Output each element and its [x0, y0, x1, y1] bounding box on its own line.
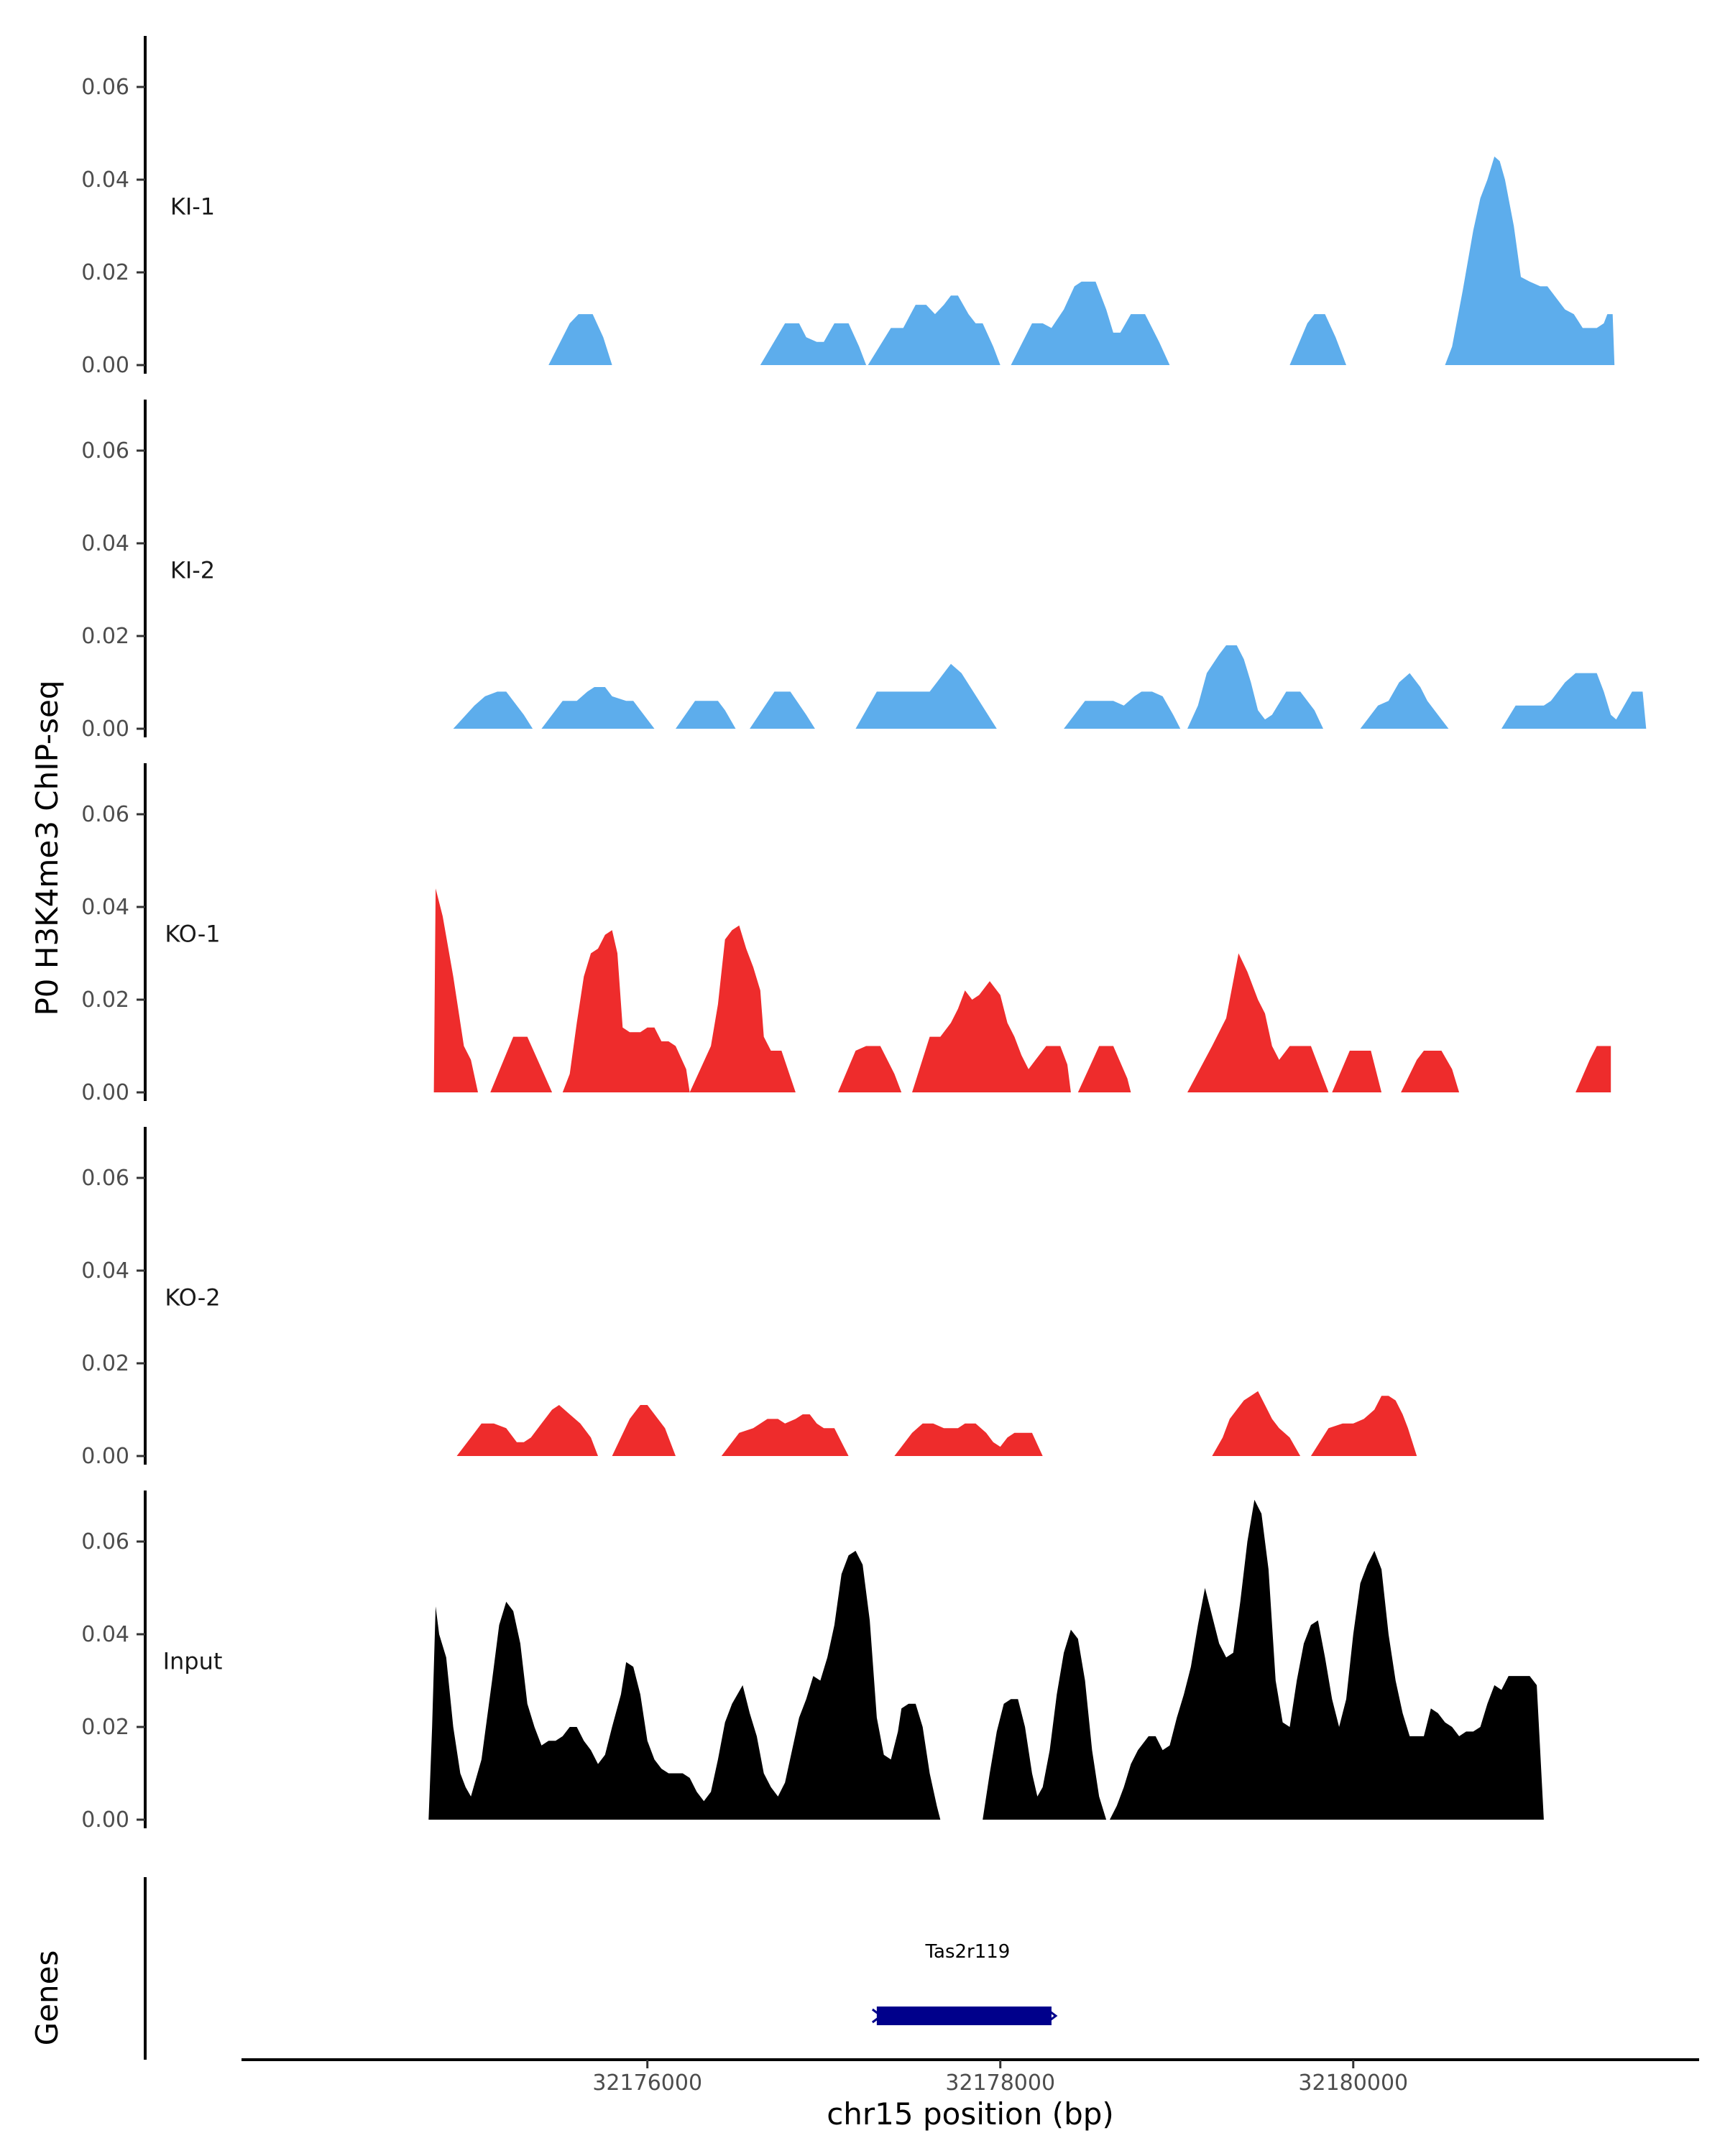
signal-peak	[541, 687, 655, 729]
signal-peak	[894, 1423, 1043, 1456]
signal-peak	[1445, 156, 1615, 366]
y-tick-label: 0.00	[81, 1807, 129, 1833]
signal-peak	[1332, 1051, 1382, 1092]
signal-peak	[855, 663, 997, 729]
gene-strand-arrow-icon	[871, 2008, 883, 2024]
signal-peak	[1077, 1046, 1131, 1092]
y-tick-label: 0.00	[81, 353, 129, 378]
y-tick-label: 0.02	[81, 260, 129, 285]
signal-peak	[1187, 645, 1323, 729]
track-label-ko-1: KO-1	[165, 921, 220, 948]
y-tick-label: 0.04	[81, 1258, 129, 1284]
signal-peak	[676, 701, 736, 729]
signal-peak	[548, 314, 612, 365]
signal-peak	[1289, 314, 1346, 365]
x-axis: 32176000 32178000 32180000	[242, 2058, 1699, 2096]
signal-peak	[1360, 673, 1449, 729]
track-ki-1: 0.00 0.02 0.04 0.06 KI-1	[81, 36, 1615, 378]
signal-peak	[433, 888, 478, 1092]
gene-body-tas2r119	[876, 2007, 1052, 2025]
gene-strand-arrow-icon	[1046, 2008, 1058, 2024]
y-tick-label: 0.06	[81, 1529, 129, 1554]
signal-peak	[721, 1414, 849, 1456]
signal-peak	[1576, 1046, 1611, 1092]
y-tick-label: 0.02	[81, 987, 129, 1013]
gene-label-tas2r119: Tas2r119	[924, 1941, 1010, 1963]
y-tick-label: 0.00	[81, 1444, 129, 1469]
y-tick-label: 0.00	[81, 1080, 129, 1105]
signal-peak	[912, 981, 1071, 1092]
track-label-ki-1: KI-1	[170, 193, 215, 221]
y-tick-label: 0.06	[81, 802, 129, 827]
y-tick-label: 0.06	[81, 438, 129, 464]
signal-peak	[750, 691, 815, 729]
signal-peak	[1110, 1499, 1544, 1820]
signal-peak	[837, 1046, 902, 1092]
track-input: 0.00 0.02 0.04 0.06 Input	[81, 1491, 1544, 1833]
y-tick-label: 0.00	[81, 717, 129, 742]
y-tick-label: 0.06	[81, 75, 129, 100]
signal-peak	[1011, 281, 1170, 365]
y-tick-label: 0.04	[81, 531, 129, 556]
x-tick-label: 32180000	[1298, 2070, 1408, 2096]
signal-peak	[868, 295, 1000, 365]
x-tick-label: 32176000	[592, 2070, 702, 2096]
signal-peak	[456, 1405, 598, 1456]
x-tick-label: 32178000	[945, 2070, 1055, 2096]
track-ko-2: 0.00 0.02 0.04 0.06 KO-2	[81, 1127, 1417, 1469]
y-tick-label: 0.06	[81, 1166, 129, 1191]
signal-peak	[428, 1550, 941, 1820]
track-ko-1: 0.00 0.02 0.04 0.06 KO-1	[81, 763, 1611, 1105]
signal-peak	[1064, 691, 1181, 729]
track-label-input: Input	[163, 1648, 223, 1675]
signal-peak	[1501, 673, 1647, 729]
signal-peak	[1187, 953, 1329, 1092]
genes-axis-title: Genes	[29, 1950, 65, 2046]
genes-layer: Tas2r119	[144, 1877, 1058, 2060]
y-tick-label: 0.04	[81, 1622, 129, 1647]
tracks-layer: 0.00 0.02 0.04 0.06 KI-1 0.00 0.02 0.04 0.06 KI-2…	[81, 36, 1647, 1833]
track-ki-2: 0.00 0.02 0.04 0.06 KI-2	[81, 400, 1647, 742]
signal-peak	[760, 323, 867, 365]
signal-peak	[490, 1036, 553, 1092]
track-label-ko-2: KO-2	[165, 1284, 220, 1312]
track-label-ki-2: KI-2	[170, 557, 215, 584]
y-tick-label: 0.04	[81, 167, 129, 193]
signal-peak	[1310, 1396, 1417, 1456]
signal-peak	[1212, 1391, 1301, 1456]
signal-peak	[1401, 1051, 1460, 1092]
y-axis-title: P0 H3K4me3 ChIP-seq	[29, 680, 65, 1015]
signal-peak	[453, 691, 533, 729]
x-axis-title: chr15 position (bp)	[827, 2096, 1114, 2132]
y-tick-label: 0.04	[81, 895, 129, 920]
signal-peak	[983, 1629, 1107, 1820]
y-tick-label: 0.02	[81, 624, 129, 649]
y-tick-label: 0.02	[81, 1351, 129, 1376]
signal-peak	[689, 925, 796, 1092]
y-tick-label: 0.02	[81, 1715, 129, 1740]
signal-peak	[612, 1405, 676, 1456]
signal-peak	[562, 930, 690, 1092]
